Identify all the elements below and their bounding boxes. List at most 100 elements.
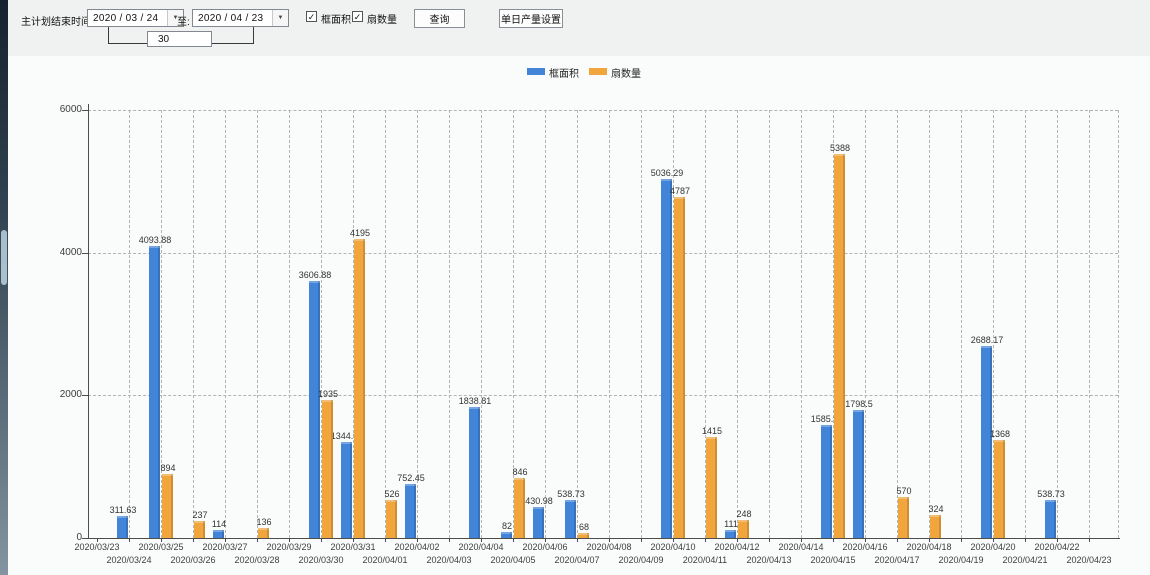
bar-框面积-2020/04/12 bbox=[725, 530, 736, 538]
bar-value-label: 846 bbox=[512, 467, 528, 477]
bar-value-label: 1415 bbox=[701, 426, 723, 436]
y-axis-label: 2000 bbox=[59, 389, 82, 401]
x-axis-tick bbox=[417, 538, 418, 542]
x-gridline bbox=[545, 110, 546, 538]
y-gridline bbox=[88, 252, 1118, 254]
days-span-input[interactable] bbox=[147, 31, 212, 47]
x-axis-label: 2020/04/23 bbox=[1066, 555, 1112, 565]
x-axis-tick bbox=[321, 538, 322, 542]
x-axis-label: 2020/03/29 bbox=[266, 542, 312, 552]
bar-扇数量-2020/04/07 bbox=[578, 533, 589, 538]
x-axis-label: 2020/03/26 bbox=[170, 555, 216, 565]
x-axis-tick bbox=[801, 538, 802, 542]
x-gridline bbox=[289, 110, 290, 538]
bar-value-label: 3606.88 bbox=[298, 270, 332, 280]
bar-value-label: 4195 bbox=[349, 228, 371, 238]
x-gridline bbox=[897, 110, 898, 538]
x-axis-label: 2020/04/13 bbox=[746, 555, 792, 565]
checkbox-checked-icon[interactable]: ✓ bbox=[352, 11, 363, 22]
chevron-down-icon[interactable]: ▼ bbox=[272, 10, 288, 26]
bar-value-label: 1838.81 bbox=[458, 396, 492, 406]
x-gridline bbox=[609, 110, 610, 538]
x-axis-label: 2020/03/30 bbox=[298, 555, 344, 565]
y-axis-line bbox=[88, 104, 89, 538]
x-axis-tick bbox=[993, 538, 994, 542]
bar-扇数量-2020/04/10 bbox=[674, 197, 685, 538]
x-gridline bbox=[673, 110, 674, 538]
date-from-value: 2020 / 03 / 24 bbox=[93, 13, 159, 24]
bar-value-label: 4787 bbox=[669, 186, 691, 196]
bar-扇数量-2020/04/12 bbox=[738, 520, 749, 538]
bar-value-label: 82 bbox=[501, 521, 512, 531]
x-axis-label: 2020/04/12 bbox=[714, 542, 760, 552]
x-axis-label: 2020/04/18 bbox=[906, 542, 952, 552]
x-axis-label: 2020/04/14 bbox=[778, 542, 824, 552]
x-axis-tick bbox=[929, 538, 930, 542]
x-axis-tick bbox=[353, 538, 354, 542]
bar-value-label: 526 bbox=[384, 489, 400, 499]
bar-value-label: 1368 bbox=[989, 429, 1011, 439]
bar-框面积-2020/03/27 bbox=[213, 530, 224, 538]
bar-框面积-2020/04/07 bbox=[565, 500, 576, 538]
x-gridline bbox=[577, 110, 578, 538]
x-gridline bbox=[801, 110, 802, 538]
bar-框面积-2020/03/31 bbox=[341, 442, 352, 538]
bar-value-label: 2688.17 bbox=[970, 335, 1004, 345]
x-axis-label: 2020/04/21 bbox=[1002, 555, 1048, 565]
bar-框面积-2020/04/22 bbox=[1045, 500, 1056, 538]
bar-value-label: 136 bbox=[256, 517, 272, 527]
y-gridline bbox=[88, 395, 1118, 397]
daily-output-settings-button[interactable]: 单日产量设置 bbox=[499, 9, 563, 28]
x-axis-tick bbox=[385, 538, 386, 542]
date-to-combo[interactable]: 2020 / 04 / 23 ▼ bbox=[192, 9, 289, 27]
x-axis-tick bbox=[641, 538, 642, 542]
x-axis-label: 2020/04/02 bbox=[394, 542, 440, 552]
date-from-combo[interactable]: 2020 / 03 / 24 ▼ bbox=[87, 9, 184, 27]
chevron-down-icon[interactable]: ▼ bbox=[167, 10, 183, 26]
x-axis-label: 2020/04/01 bbox=[362, 555, 408, 565]
query-button[interactable]: 查询 bbox=[414, 9, 465, 28]
x-gridline bbox=[1025, 110, 1026, 538]
y-axis-label: 6000 bbox=[59, 104, 82, 115]
bar-框面积-2020/04/06 bbox=[533, 507, 544, 538]
bar-框面积-2020/04/10 bbox=[661, 179, 672, 538]
x-gridline bbox=[161, 110, 162, 538]
checkbox-checked-icon[interactable]: ✓ bbox=[306, 11, 317, 22]
x-gridline bbox=[257, 110, 258, 538]
checkbox-frame-area-label: 框面积 bbox=[321, 15, 351, 26]
bar-扇数量-2020/03/28 bbox=[258, 528, 269, 538]
x-axis-tick bbox=[609, 538, 610, 542]
plan-end-time-label: 主计划结束时间: bbox=[21, 17, 94, 28]
y-gridline bbox=[88, 110, 1118, 111]
window-edge-scroll-notch[interactable] bbox=[1, 230, 7, 285]
x-axis-label: 2020/03/28 bbox=[234, 555, 280, 565]
bar-value-label: 114 bbox=[211, 519, 227, 529]
x-gridline bbox=[833, 110, 834, 538]
x-axis-label: 2020/04/06 bbox=[522, 542, 568, 552]
y-axis-tick bbox=[82, 395, 88, 397]
bracket-line-left bbox=[108, 27, 109, 44]
x-axis-label: 2020/03/24 bbox=[106, 555, 152, 565]
bar-框面积-2020/04/02 bbox=[405, 484, 416, 538]
x-axis-label: 2020/04/20 bbox=[970, 542, 1016, 552]
bar-value-label: 311.63 bbox=[109, 505, 137, 515]
x-axis-label: 2020/04/05 bbox=[490, 555, 536, 565]
x-axis-tick bbox=[1089, 538, 1090, 542]
x-axis-label: 2020/04/04 bbox=[458, 542, 504, 552]
bar-扇数量-2020/04/11 bbox=[706, 437, 717, 538]
x-axis-label: 2020/04/22 bbox=[1034, 542, 1080, 552]
bar-value-label: 430.98 bbox=[525, 496, 553, 506]
x-gridline bbox=[865, 110, 866, 538]
bar-框面积-2020/03/30 bbox=[309, 281, 320, 538]
bar-扇数量-2020/03/26 bbox=[194, 521, 205, 538]
checkbox-fan-count-label: 扇数量 bbox=[367, 15, 397, 26]
x-axis-tick bbox=[257, 538, 258, 542]
bar-扇数量-2020/04/01 bbox=[386, 500, 397, 538]
bar-value-label: 1935 bbox=[317, 389, 339, 399]
x-axis-label: 2020/04/17 bbox=[874, 555, 920, 565]
x-axis-tick bbox=[865, 538, 866, 542]
x-axis-tick bbox=[481, 538, 482, 542]
bar-value-label: 538.73 bbox=[1037, 489, 1065, 499]
bar-value-label: 752.45 bbox=[397, 473, 425, 483]
